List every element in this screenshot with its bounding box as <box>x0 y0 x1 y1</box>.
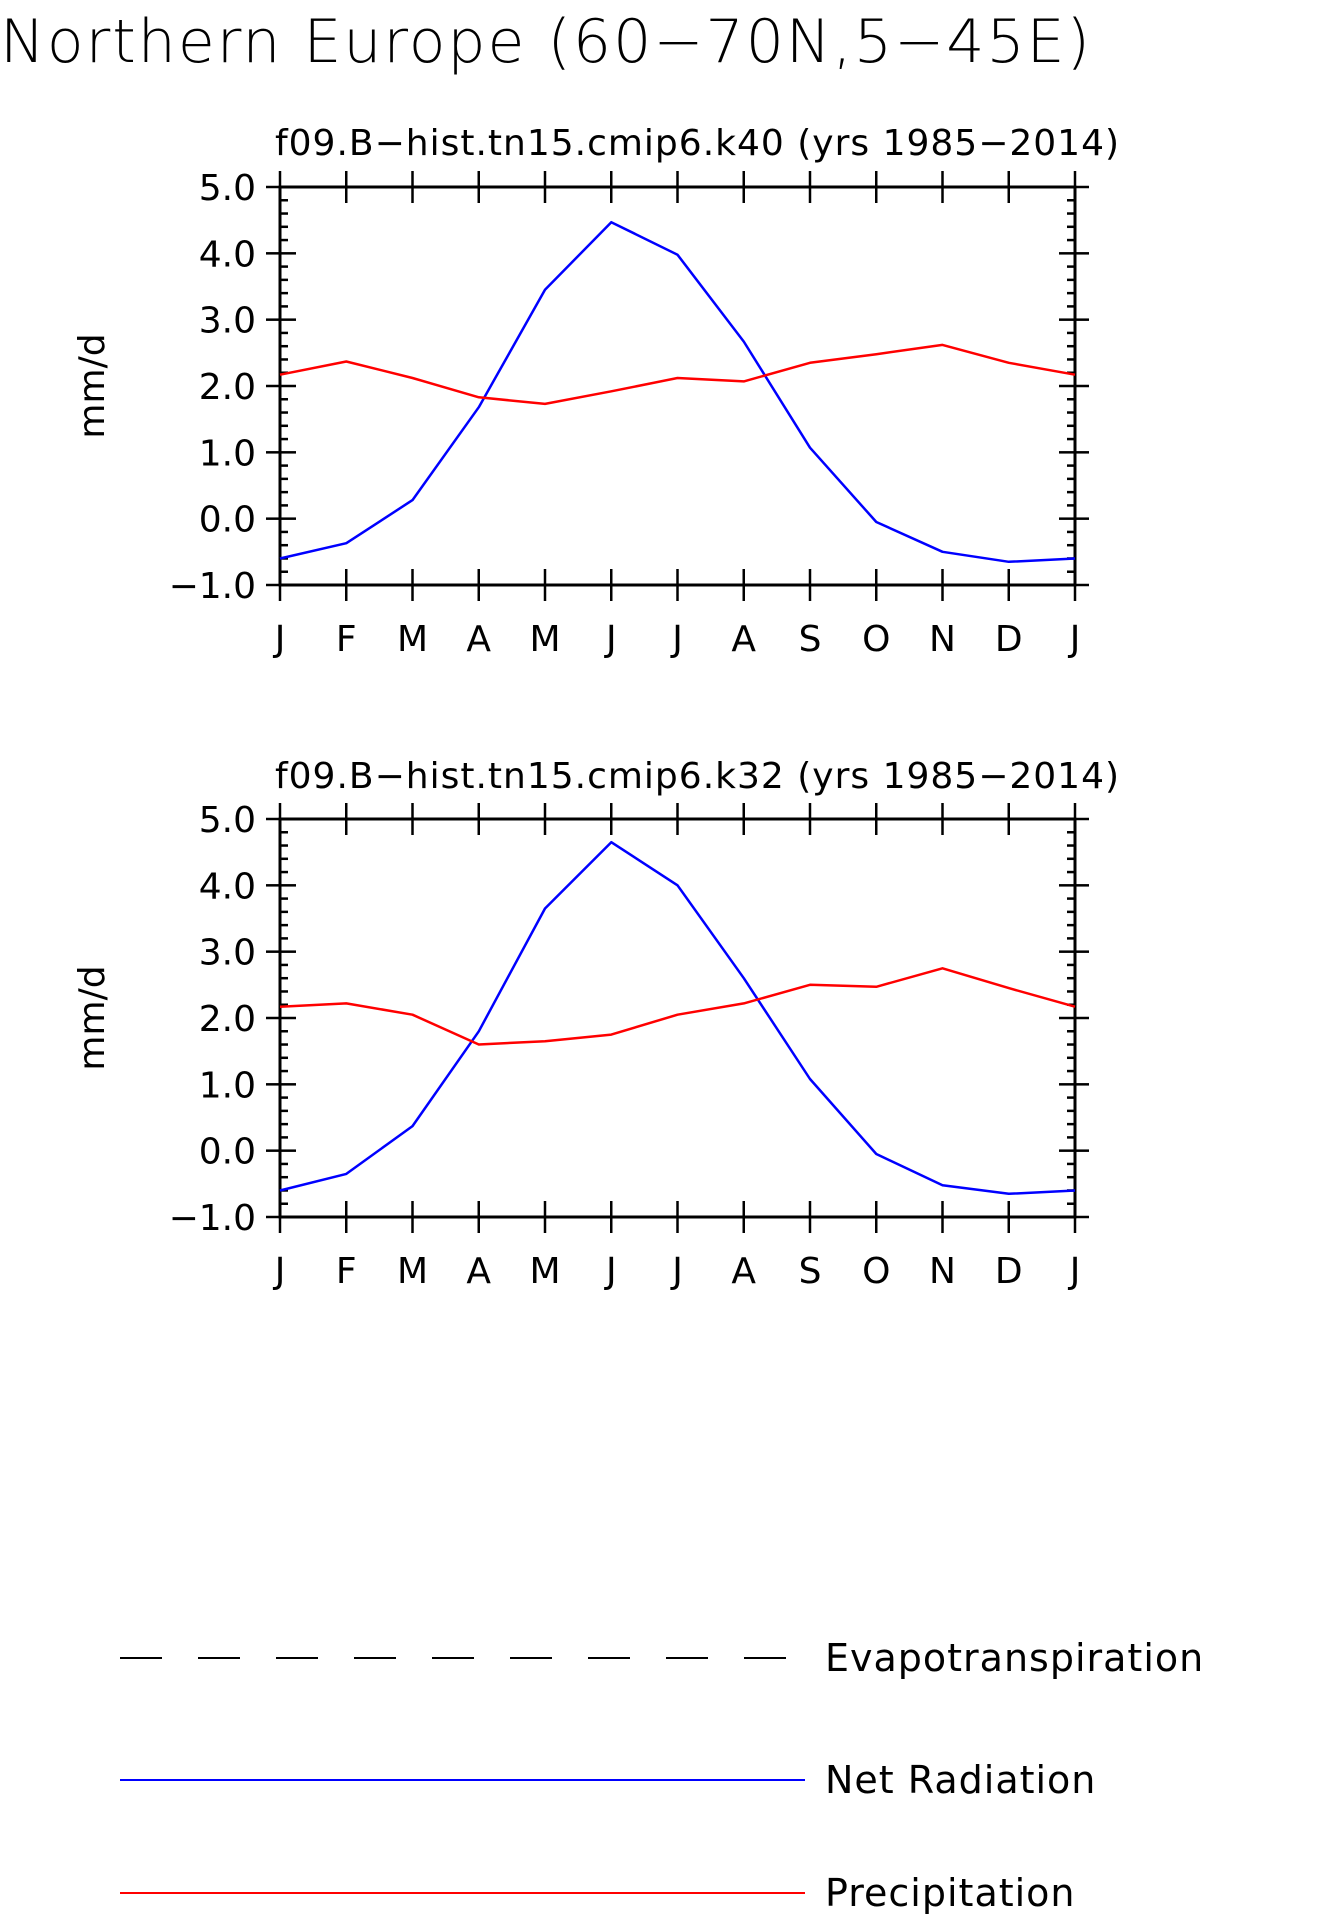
legend-label-evapotranspiration: Evapotranspiration <box>825 1636 1204 1680</box>
y-tick-label: 3.0 <box>199 301 256 342</box>
x-tick-label: J <box>670 619 683 660</box>
x-tick-label: N <box>929 619 956 660</box>
x-tick-label: J <box>604 1251 617 1292</box>
x-tick-label: J <box>273 619 286 660</box>
legend-label-precipitation: Precipitation <box>825 1871 1076 1915</box>
y-tick-label: 0.0 <box>199 500 256 541</box>
panel-title: f09.B−hist.tn15.cmip6.k40 (yrs 1985−2014… <box>275 123 1120 164</box>
y-tick-label: 4.0 <box>199 866 256 907</box>
chart-panel-1: f09.B−hist.tn15.cmip6.k40 (yrs 1985−2014… <box>72 123 1120 660</box>
legend-label-net-radiation: Net Radiation <box>825 1758 1096 1802</box>
y-axis-label: mm/d <box>72 965 113 1070</box>
y-tick-label: 5.0 <box>199 168 256 209</box>
chart-panel-2: f09.B−hist.tn15.cmip6.k32 (yrs 1985−2014… <box>72 756 1120 1292</box>
y-tick-label: −1.0 <box>169 566 256 607</box>
y-tick-label: −1.0 <box>169 1198 256 1239</box>
panel-title: f09.B−hist.tn15.cmip6.k32 (yrs 1985−2014… <box>275 756 1120 797</box>
y-axis-label: mm/d <box>72 333 113 438</box>
x-tick-label: A <box>731 619 756 660</box>
x-tick-label: J <box>1068 1251 1081 1292</box>
x-tick-label: S <box>799 1251 822 1292</box>
x-tick-label: O <box>862 619 890 660</box>
x-tick-label: M <box>397 619 428 660</box>
y-tick-label: 2.0 <box>199 367 256 408</box>
plot-frame <box>278 817 1077 1219</box>
x-tick-label: M <box>529 1251 560 1292</box>
x-tick-label: N <box>929 1251 956 1292</box>
x-tick-label: A <box>731 1251 756 1292</box>
y-tick-label: 5.0 <box>199 800 256 841</box>
x-tick-label: F <box>336 1251 357 1292</box>
x-tick-label: J <box>670 1251 683 1292</box>
x-tick-label: S <box>799 619 822 660</box>
x-tick-label: F <box>336 619 357 660</box>
x-tick-label: M <box>529 619 560 660</box>
y-tick-label: 1.0 <box>199 1065 256 1106</box>
main-title: Northern Europe (60−70N,5−45E) <box>0 7 1092 77</box>
y-tick-label: 2.0 <box>199 999 256 1040</box>
x-tick-label: O <box>862 1251 890 1292</box>
plot-frame <box>278 185 1077 587</box>
x-tick-label: D <box>995 619 1023 660</box>
y-tick-label: 4.0 <box>199 234 256 275</box>
x-tick-label: M <box>397 1251 428 1292</box>
x-tick-label: A <box>466 619 491 660</box>
x-tick-label: A <box>466 1251 491 1292</box>
y-tick-label: 1.0 <box>199 433 256 474</box>
y-tick-label: 3.0 <box>199 933 256 974</box>
x-tick-label: J <box>1068 619 1081 660</box>
x-tick-label: D <box>995 1251 1023 1292</box>
series-line-precipitation <box>279 967 1076 1046</box>
chart-panels: f09.B−hist.tn15.cmip6.k40 (yrs 1985−2014… <box>72 123 1120 1292</box>
x-tick-label: J <box>604 619 617 660</box>
y-tick-label: 0.0 <box>199 1132 256 1173</box>
legend: Evapotranspiration Net Radiation Precipita… <box>120 1636 1204 1915</box>
series-line-net-radiation <box>279 840 1076 1196</box>
x-tick-label: J <box>273 1251 286 1292</box>
series-line-precipitation <box>279 343 1076 406</box>
series-line-net-radiation <box>279 220 1076 564</box>
